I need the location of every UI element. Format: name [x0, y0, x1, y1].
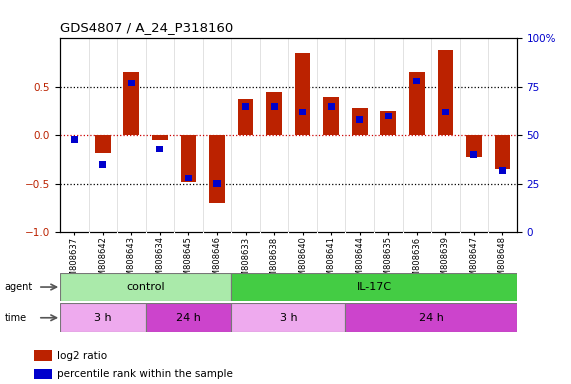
Text: log2 ratio: log2 ratio: [57, 351, 107, 361]
Bar: [185, 175, 192, 181]
Text: control: control: [126, 282, 165, 292]
Bar: [437, 50, 453, 136]
Bar: [442, 109, 449, 116]
Bar: [356, 116, 363, 123]
Bar: [231, 273, 517, 301]
Bar: [123, 72, 139, 136]
Bar: [95, 136, 111, 153]
Bar: [60, 273, 231, 301]
Bar: [471, 151, 477, 158]
Bar: [128, 79, 135, 86]
Bar: [380, 111, 396, 136]
Bar: [295, 53, 311, 136]
Bar: [146, 303, 231, 332]
Text: percentile rank within the sample: percentile rank within the sample: [57, 369, 233, 379]
Bar: [328, 103, 335, 110]
Bar: [34, 350, 52, 361]
Bar: [238, 99, 254, 136]
Bar: [299, 109, 306, 116]
Bar: [494, 136, 510, 169]
Text: 24 h: 24 h: [176, 313, 201, 323]
Text: 3 h: 3 h: [94, 313, 111, 323]
Bar: [152, 136, 168, 140]
Bar: [345, 303, 517, 332]
Bar: [231, 303, 345, 332]
Text: agent: agent: [5, 282, 33, 292]
Text: 24 h: 24 h: [419, 313, 444, 323]
Bar: [242, 103, 249, 110]
Bar: [499, 167, 506, 174]
Bar: [180, 136, 196, 182]
Bar: [266, 92, 282, 136]
Bar: [409, 72, 425, 136]
Bar: [271, 103, 278, 110]
Bar: [385, 113, 392, 119]
Bar: [323, 96, 339, 136]
Bar: [156, 146, 163, 152]
Text: IL-17C: IL-17C: [356, 282, 392, 292]
Bar: [352, 108, 368, 136]
Bar: [209, 136, 225, 203]
Text: 3 h: 3 h: [280, 313, 297, 323]
Bar: [71, 136, 78, 142]
Bar: [99, 161, 106, 168]
Bar: [60, 303, 146, 332]
Text: GDS4807 / A_24_P318160: GDS4807 / A_24_P318160: [60, 21, 233, 34]
Bar: [466, 136, 482, 157]
Bar: [34, 369, 52, 379]
Text: time: time: [5, 313, 27, 323]
Bar: [413, 78, 420, 84]
Bar: [214, 180, 220, 187]
